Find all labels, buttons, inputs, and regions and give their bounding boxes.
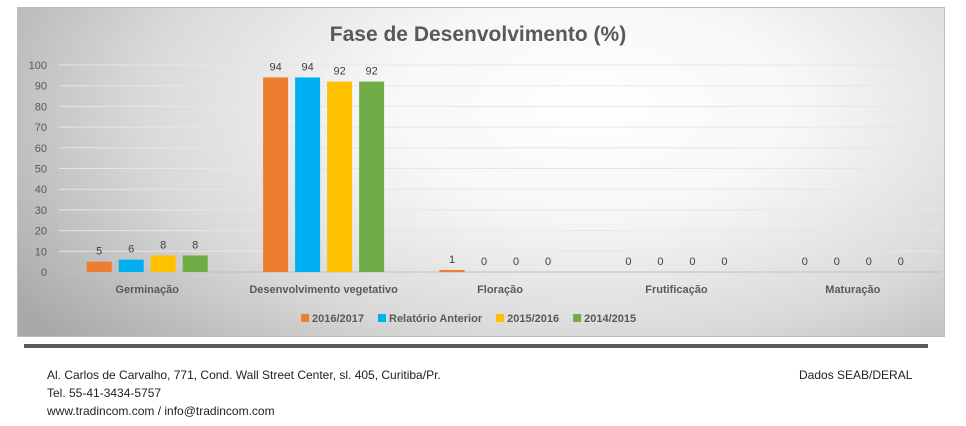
data-label: 0: [834, 256, 840, 268]
footer-divider: [24, 344, 928, 348]
y-tick-label: 90: [35, 81, 47, 93]
x-category-label: Maturação: [825, 284, 880, 296]
y-tick-label: 50: [35, 164, 47, 176]
x-category-label: Desenvolvimento vegetativo: [249, 284, 398, 296]
bar-chart: Fase de Desenvolvimento (%) 010203040506…: [29, 23, 941, 325]
x-category-label: Floração: [477, 284, 523, 296]
y-tick-label: 0: [41, 267, 47, 279]
legend-label: 2015/2016: [507, 313, 559, 325]
legend-swatch: [496, 314, 505, 322]
chart-title: Fase de Desenvolvimento (%): [330, 23, 626, 46]
data-label: 8: [160, 239, 166, 251]
data-label: 8: [192, 239, 198, 251]
chart-area: Fase de Desenvolvimento (%) 0 10 20 30 40 50 6…: [17, 7, 945, 337]
data-label: 0: [481, 256, 487, 268]
x-category-label: Frutificação: [645, 284, 708, 296]
y-tick-label: 20: [35, 226, 47, 238]
data-label: 0: [898, 256, 904, 268]
bar: [327, 81, 353, 272]
footer-web: www.tradincom.com / info@tradincom.com: [47, 404, 275, 418]
y-tick-label: 10: [35, 246, 47, 258]
y-tick-label: 30: [35, 205, 47, 217]
data-label: 94: [269, 61, 281, 73]
legend-swatch: [573, 314, 582, 322]
data-label: 0: [657, 256, 663, 268]
data-label: 0: [689, 256, 695, 268]
y-tick-label: 80: [35, 101, 47, 113]
bar: [118, 259, 144, 272]
data-label: 0: [545, 256, 551, 268]
bar: [150, 255, 176, 272]
data-label: 0: [721, 256, 727, 268]
bar: [86, 261, 112, 272]
data-label: 1: [449, 254, 455, 266]
bar: [359, 81, 385, 272]
data-label: 92: [333, 66, 345, 78]
legend-label: 2016/2017: [312, 313, 364, 325]
legend-swatch: [301, 314, 309, 322]
y-tick-label: 60: [35, 143, 47, 155]
data-label: 6: [128, 244, 134, 256]
data-label: 92: [365, 66, 377, 78]
bar: [439, 269, 465, 272]
footer-source: Dados SEAB/DERAL: [799, 368, 913, 382]
x-category-label: Germinação: [115, 284, 179, 296]
legend-label: Relatório Anterior: [389, 313, 483, 325]
bar: [182, 255, 208, 272]
legend-swatch: [378, 314, 386, 322]
y-tick-label: 40: [35, 184, 47, 196]
bar: [295, 77, 321, 272]
data-label: 5: [96, 246, 102, 258]
data-label: 0: [802, 256, 808, 268]
data-label: 0: [866, 256, 872, 268]
legend-label: 2014/2015: [584, 313, 636, 325]
bar: [263, 77, 289, 272]
footer-phone: Tel. 55-41-3434-5757: [47, 386, 162, 400]
data-label: 0: [625, 256, 631, 268]
data-label: 94: [301, 61, 313, 73]
y-tick-label: 70: [35, 122, 47, 134]
y-tick-label: 100: [29, 60, 47, 72]
footer-address: Al. Carlos de Carvalho, 771, Cond. Wall …: [47, 368, 441, 382]
data-label: 0: [513, 256, 519, 268]
